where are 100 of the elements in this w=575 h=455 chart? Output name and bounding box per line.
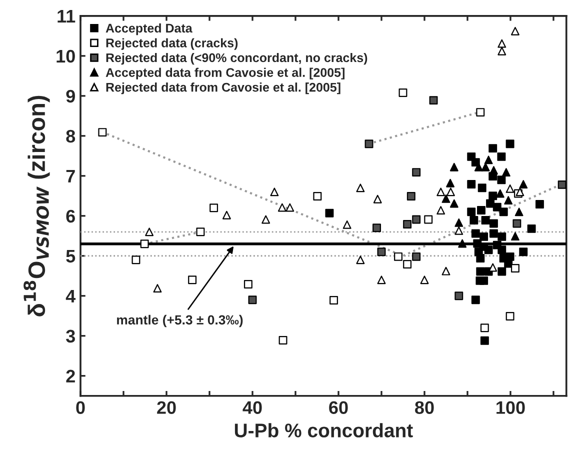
point: [286, 203, 294, 212]
point: [510, 232, 520, 241]
point: [132, 256, 140, 264]
point: [497, 176, 506, 184]
annotation: mantle (+5.3 ± 0.3‰): [117, 314, 243, 328]
point: [278, 203, 286, 212]
y-tick-label: 10: [56, 50, 75, 63]
point: [488, 192, 498, 200]
point: [377, 248, 386, 256]
y-axis-title: δ$^{18}$O$_{VSMOW}$ (zircon): [24, 96, 50, 316]
x-tick-label: 20: [157, 401, 176, 414]
point: [467, 208, 476, 216]
legend-label: Rejected data (<90% concordant, no cracks): [106, 52, 368, 65]
point: [188, 276, 197, 284]
legend-label: Accepted data from Cavosie et al. [2005]: [106, 68, 344, 80]
point: [145, 228, 154, 236]
point: [356, 184, 365, 192]
point: [436, 206, 446, 215]
point: [488, 144, 498, 153]
point: [406, 192, 416, 201]
point: [373, 194, 382, 204]
point: [330, 296, 338, 304]
point: [313, 192, 322, 201]
point: [458, 239, 467, 248]
point: [480, 324, 489, 332]
point: [476, 267, 485, 276]
point: [527, 224, 536, 233]
point: [497, 152, 506, 161]
point: [98, 128, 107, 137]
point: [403, 220, 412, 229]
point: [442, 194, 450, 203]
point: [403, 260, 412, 269]
point: [470, 216, 478, 225]
point: [558, 180, 566, 189]
point: [244, 280, 252, 288]
point: [153, 284, 162, 292]
point: [519, 180, 528, 189]
point: [222, 210, 231, 220]
point: [454, 226, 464, 235]
point: [372, 224, 381, 232]
point: [489, 166, 498, 175]
point: [476, 108, 485, 117]
point: [342, 220, 352, 229]
x-tick-label: 80: [415, 401, 434, 414]
point: [492, 202, 502, 212]
x-tick-label: 100: [496, 401, 525, 414]
point: [484, 156, 493, 164]
point: [436, 188, 446, 196]
point: [477, 206, 486, 215]
point: [476, 254, 485, 263]
point: [424, 215, 433, 224]
y-tick-label: 9: [66, 90, 75, 103]
legend-label: Rejected data (cracks): [106, 38, 238, 50]
y-tick-label: 5: [66, 250, 76, 263]
point: [270, 188, 279, 196]
point: [498, 246, 506, 254]
point: [502, 168, 510, 177]
legend-label: Accepted Data: [106, 23, 192, 36]
point: [412, 215, 421, 224]
point: [377, 276, 386, 284]
point: [512, 219, 522, 228]
point: [504, 196, 513, 205]
x-tick-label: 40: [242, 401, 262, 414]
point: [506, 184, 514, 193]
point: [278, 336, 288, 344]
point: [514, 208, 524, 216]
point: [196, 228, 205, 236]
y-tick-label: 11: [58, 10, 76, 22]
point: [489, 229, 498, 238]
x-tick-label: 60: [329, 401, 348, 414]
point: [484, 246, 493, 254]
point: [412, 168, 421, 177]
point: [446, 178, 455, 188]
point: [454, 292, 464, 300]
point: [210, 204, 218, 212]
point: [467, 180, 476, 189]
point: [480, 336, 489, 345]
point: [356, 256, 365, 264]
y-tick-label: 6: [66, 210, 75, 223]
legend-label: Rejected data from Cavosie et al. [2005]: [106, 82, 340, 94]
point: [481, 216, 490, 225]
point: [394, 252, 402, 261]
point: [498, 39, 506, 48]
point: [478, 184, 486, 192]
point: [140, 240, 149, 248]
point: [442, 266, 450, 276]
point: [506, 140, 514, 148]
point: [489, 219, 498, 228]
y-tick-label: 7: [66, 170, 75, 182]
point: [262, 215, 270, 224]
x-axis-title: U-Pb % concordant: [234, 423, 413, 438]
point: [498, 267, 506, 276]
point: [454, 218, 464, 227]
point: [450, 199, 458, 208]
y-tick-label: 4: [66, 290, 76, 302]
point: [499, 208, 508, 216]
point: [510, 26, 520, 36]
point: [519, 248, 528, 256]
point: [446, 188, 455, 196]
point: [429, 96, 438, 105]
